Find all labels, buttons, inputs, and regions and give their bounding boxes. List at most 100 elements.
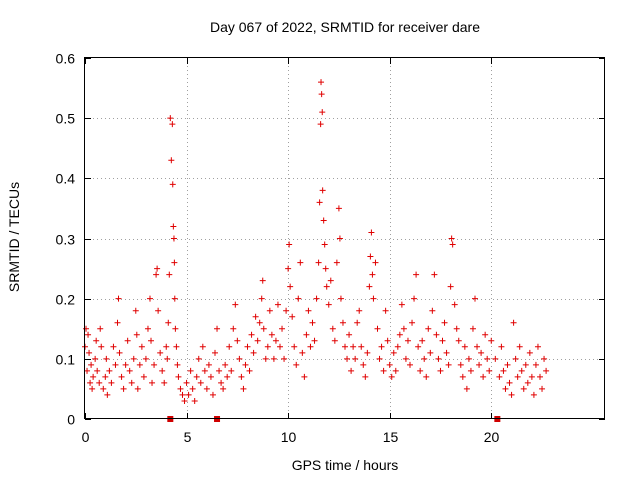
data-point xyxy=(168,157,175,164)
data-point xyxy=(295,295,302,302)
data-point xyxy=(214,325,221,332)
data-point xyxy=(478,349,485,356)
data-point xyxy=(435,355,442,362)
data-point xyxy=(205,361,212,368)
data-point xyxy=(174,361,181,368)
data-point xyxy=(277,343,283,350)
data-point xyxy=(103,355,110,362)
data-point xyxy=(197,379,204,386)
data-point xyxy=(122,361,129,368)
data-point xyxy=(541,355,548,362)
data-point xyxy=(299,349,306,356)
data-point xyxy=(467,367,474,374)
data-point xyxy=(173,343,180,350)
data-point xyxy=(543,367,550,374)
data-point xyxy=(350,343,357,350)
data-point xyxy=(376,355,383,362)
data-point xyxy=(84,367,91,374)
data-point xyxy=(232,301,239,308)
data-point xyxy=(476,361,483,368)
data-point xyxy=(167,115,174,122)
data-point xyxy=(116,349,123,356)
data-point xyxy=(96,379,103,386)
data-point xyxy=(461,343,468,350)
data-point xyxy=(362,373,369,380)
data-point xyxy=(136,361,143,368)
data-point xyxy=(154,265,161,272)
data-point xyxy=(191,397,198,404)
data-point xyxy=(236,355,243,362)
data-point xyxy=(496,373,503,380)
data-point xyxy=(342,343,348,350)
data-point xyxy=(179,391,186,398)
data-point xyxy=(339,319,346,326)
data-point xyxy=(398,301,405,308)
data-point xyxy=(185,391,192,398)
data-point xyxy=(374,325,381,332)
data-point xyxy=(274,301,281,308)
data-point xyxy=(333,259,340,266)
data-point xyxy=(323,283,330,290)
data-point xyxy=(140,373,147,380)
data-point xyxy=(528,373,535,380)
chart-title: Day 067 of 2022, SRMTID for receiver dar… xyxy=(210,19,480,35)
data-point xyxy=(329,325,336,332)
data-point xyxy=(170,235,177,242)
data-point xyxy=(502,385,509,392)
data-point xyxy=(360,361,367,368)
data-point xyxy=(289,313,296,320)
data-point xyxy=(369,271,376,278)
data-point xyxy=(451,301,458,308)
data-point xyxy=(486,367,493,374)
data-point xyxy=(368,229,375,236)
data-point xyxy=(287,283,294,290)
data-point xyxy=(268,331,275,338)
data-point xyxy=(480,373,487,380)
x-tick-label: 20 xyxy=(484,429,500,445)
data-point xyxy=(427,349,434,356)
data-point xyxy=(133,331,140,338)
data-point xyxy=(189,385,196,392)
y-tick-label: 0.4 xyxy=(56,171,76,187)
data-point xyxy=(165,319,172,326)
data-point xyxy=(193,373,200,380)
data-point xyxy=(409,319,416,326)
data-point xyxy=(367,253,374,260)
data-point xyxy=(372,259,379,266)
data-point xyxy=(352,355,359,362)
data-point xyxy=(246,367,253,374)
data-point xyxy=(431,271,438,278)
data-point xyxy=(142,355,149,362)
data-point xyxy=(172,325,179,332)
data-point xyxy=(161,379,168,386)
data-point xyxy=(230,325,237,332)
data-point xyxy=(301,373,308,380)
data-point xyxy=(93,337,100,344)
y-tick-label: 0 xyxy=(67,412,75,428)
y-tick-label: 0.2 xyxy=(56,292,76,308)
x-axis-label: GPS time / hours xyxy=(292,457,399,473)
data-point xyxy=(492,355,499,362)
data-point xyxy=(85,331,92,338)
data-point xyxy=(87,379,94,386)
data-point xyxy=(293,361,300,368)
data-point xyxy=(318,91,325,98)
data-point xyxy=(437,367,444,374)
data-point xyxy=(138,343,145,350)
data-point xyxy=(402,355,409,362)
data-point xyxy=(319,187,326,194)
data-point xyxy=(132,307,139,314)
data-point xyxy=(130,355,137,362)
data-point xyxy=(472,295,478,302)
data-point xyxy=(164,355,171,362)
data-point xyxy=(445,361,452,368)
data-point xyxy=(171,259,178,266)
data-point xyxy=(392,367,399,374)
data-point xyxy=(218,379,225,386)
data-point xyxy=(396,331,403,338)
data-point xyxy=(256,319,263,326)
data-point xyxy=(98,343,105,350)
y-tick-label: 0.6 xyxy=(56,51,76,67)
x-tick-label: 15 xyxy=(383,429,399,445)
data-point xyxy=(534,343,541,350)
